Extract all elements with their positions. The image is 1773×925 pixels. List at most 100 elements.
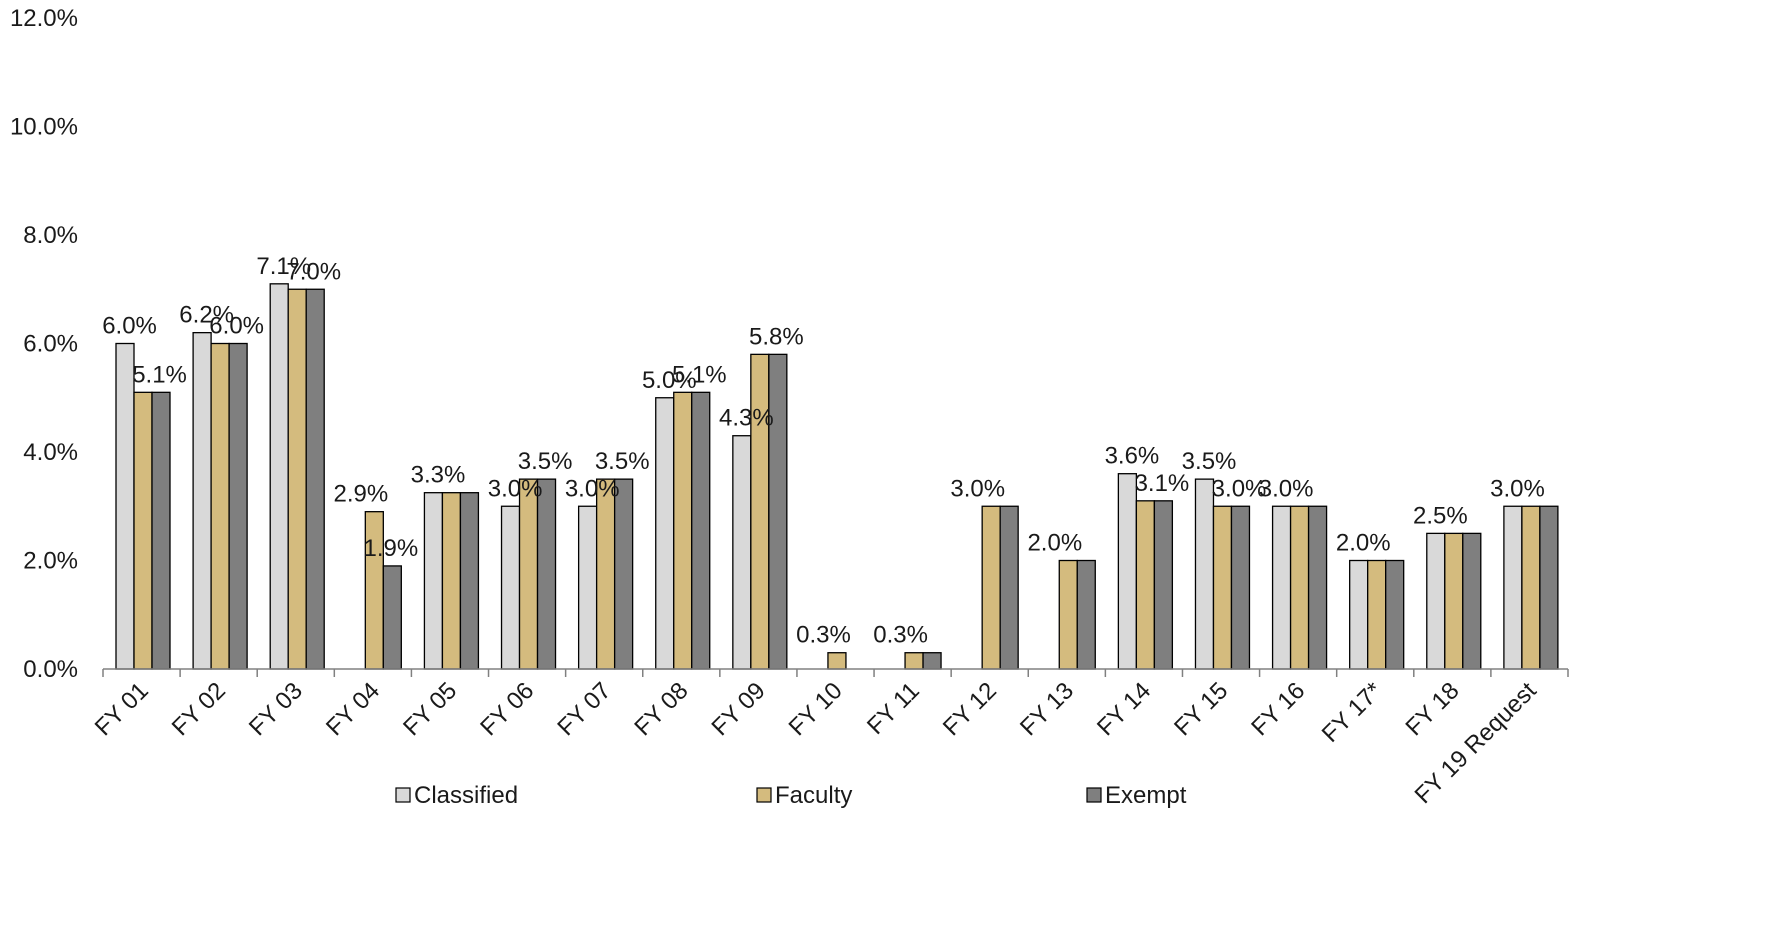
- y-tick-label: 10.0%: [10, 114, 78, 141]
- bar-faculty: [1212, 505, 1233, 670]
- bar-exempt: [305, 288, 325, 670]
- bars: [115, 283, 1559, 670]
- data-label: 2.0%: [1336, 530, 1391, 557]
- bar-faculty: [1135, 500, 1156, 670]
- data-label: 6.0%: [209, 313, 264, 340]
- legend-label-exempt: Exempt: [1105, 782, 1187, 809]
- data-label: 0.3%: [796, 622, 851, 649]
- x-tick-label: FY 07: [552, 677, 616, 741]
- x-tick-label: FY 05: [398, 677, 462, 741]
- x-tick-label: FY 08: [629, 677, 693, 741]
- y-tick-label: 12.0%: [10, 5, 78, 32]
- y-tick-label: 6.0%: [23, 331, 78, 358]
- bar-exempt: [922, 652, 942, 670]
- bar-exempt: [1153, 500, 1174, 670]
- data-label: 5.8%: [749, 323, 804, 350]
- legend: Classified Faculty Exempt: [395, 782, 1187, 809]
- bar-classified: [500, 505, 521, 670]
- x-tick-label: FY 06: [475, 677, 539, 741]
- y-axis-tick-labels: 0.0% 2.0% 4.0% 6.0% 8.0% 10.0% 12.0%: [10, 5, 78, 683]
- bar-faculty: [981, 505, 1001, 670]
- data-label: 3.0%: [1490, 475, 1545, 502]
- data-label: 3.5%: [1182, 448, 1237, 475]
- x-tick-label: FY 10: [784, 677, 848, 741]
- bar-classified: [115, 342, 135, 670]
- bar-classified: [423, 492, 444, 670]
- data-label: 3.3%: [411, 462, 466, 489]
- x-tick-label: FY 04: [321, 677, 385, 741]
- data-label: 3.0%: [1212, 475, 1267, 502]
- data-label: 2.0%: [1027, 530, 1082, 557]
- bar-faculty: [287, 288, 307, 670]
- y-tick-label: 0.0%: [23, 656, 78, 683]
- data-label: 7.1%: [256, 253, 311, 280]
- bar-faculty: [1289, 505, 1310, 670]
- bar-exempt: [1385, 559, 1405, 670]
- bar-exempt: [536, 478, 557, 670]
- y-tick-label: 4.0%: [23, 439, 78, 466]
- bar-classified: [1349, 559, 1369, 670]
- x-tick-label: FY 03: [244, 677, 308, 741]
- y-tick-label: 8.0%: [23, 222, 78, 249]
- bar-exempt: [1307, 505, 1328, 670]
- x-tick-label: FY 11: [862, 677, 925, 740]
- data-label: 6.2%: [179, 302, 234, 329]
- data-labels: 6.0%5.1%6.2%6.0%7.1%7.0%2.9%1.9%3.3%3.0%…: [102, 253, 1545, 649]
- bar-exempt: [228, 342, 248, 670]
- bar-exempt: [999, 505, 1019, 670]
- data-label: 3.5%: [595, 448, 650, 475]
- axes: [102, 668, 1569, 677]
- bar-faculty: [1058, 559, 1078, 670]
- x-tick-label: FY 16: [1246, 677, 1310, 741]
- data-label: 4.3%: [719, 405, 774, 432]
- bar-faculty: [750, 353, 770, 670]
- bar-exempt: [459, 492, 480, 670]
- bar-faculty: [904, 652, 924, 670]
- x-tick-label: FY 15: [1169, 677, 1233, 741]
- data-label: 3.6%: [1105, 443, 1160, 470]
- bar-faculty: [518, 478, 539, 670]
- data-label: 3.0%: [488, 475, 543, 502]
- bar-classified: [1426, 532, 1446, 670]
- bar-classified: [1194, 478, 1215, 670]
- bar-exempt: [151, 391, 171, 670]
- bar-faculty: [595, 478, 616, 670]
- bar-classified: [192, 331, 212, 670]
- x-tick-label: FY 17*: [1317, 677, 1388, 748]
- x-tick-label: FY 01: [90, 677, 154, 741]
- data-label: 2.9%: [334, 481, 389, 508]
- bar-exempt: [691, 391, 711, 670]
- x-tick-label: FY 02: [167, 677, 231, 741]
- data-label: 5.1%: [132, 361, 187, 388]
- bar-classified: [269, 283, 289, 670]
- bar-classified: [1117, 473, 1138, 670]
- x-tick-label: FY 18: [1401, 677, 1465, 741]
- bar-classified: [732, 435, 752, 670]
- bar-exempt: [1539, 505, 1559, 670]
- bar-exempt: [613, 478, 634, 670]
- bar-faculty: [673, 391, 693, 670]
- bar-exempt: [1230, 505, 1251, 670]
- legend-label-classified: Classified: [414, 782, 518, 809]
- bar-faculty: [1521, 505, 1541, 670]
- bar-faculty: [1444, 532, 1464, 670]
- data-label: 2.5%: [1413, 502, 1468, 529]
- data-label: 3.0%: [950, 475, 1005, 502]
- data-label: 5.0%: [642, 367, 697, 394]
- data-label: 1.9%: [364, 535, 419, 562]
- bar-exempt: [382, 565, 402, 670]
- legend-swatch-classified: [395, 787, 411, 803]
- x-tick-label: FY 12: [938, 677, 1002, 741]
- data-label: 3.1%: [1135, 470, 1190, 497]
- x-tick-label: FY 14: [1092, 677, 1156, 741]
- bar-classified: [655, 397, 675, 670]
- legend-swatch-exempt: [1086, 787, 1102, 803]
- bar-classified: [577, 505, 598, 670]
- bar-exempt: [768, 353, 788, 670]
- data-label: 3.5%: [518, 448, 573, 475]
- legend-swatch-faculty: [756, 787, 772, 803]
- bar-faculty: [133, 391, 153, 670]
- bar-exempt: [1076, 559, 1096, 670]
- data-label: 3.0%: [1259, 475, 1314, 502]
